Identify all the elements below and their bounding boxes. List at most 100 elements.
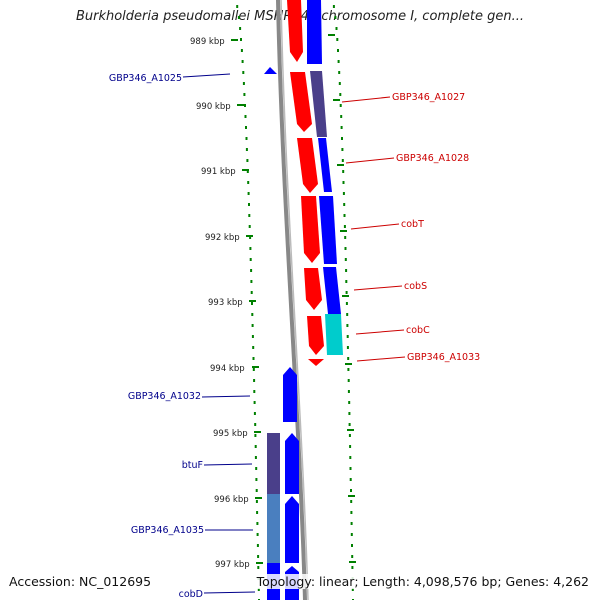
tick-label: 995 kbp [213, 429, 248, 439]
ruler-dot [343, 225, 346, 228]
tick-label: 996 kbp [214, 495, 249, 505]
ruler-dot [347, 379, 350, 382]
ruler-dot [341, 148, 344, 151]
ruler-dot [336, 38, 339, 41]
ruler-dot [348, 412, 351, 415]
ruler-dot [344, 247, 347, 250]
ruler-dot [252, 368, 255, 371]
ruler-dot [250, 291, 253, 294]
ruler-dot [350, 522, 353, 525]
ruler-dot [245, 148, 248, 151]
tick-label: 994 kbp [210, 364, 245, 374]
ruler-dot [341, 159, 344, 162]
ruler-dot [240, 38, 242, 41]
ruler-dot [255, 500, 258, 503]
ruler-dot [341, 137, 343, 140]
ruler-dot [350, 511, 353, 514]
gene-label-cobD: cobD [179, 589, 203, 600]
ruler-dot [253, 412, 256, 415]
gene-red-3 [297, 138, 318, 193]
ruler-right-dots [332, 5, 354, 600]
ruler-dot [342, 181, 345, 184]
gene-blue-r3 [318, 138, 332, 192]
ruler-dot [251, 302, 253, 305]
ruler-dot [348, 434, 351, 437]
ruler-dot [350, 533, 353, 536]
ruler-dot [248, 214, 251, 217]
tick-label: 997 kbp [215, 560, 250, 570]
tick-label: 993 kbp [208, 298, 243, 308]
ruler-dot [251, 313, 254, 316]
tick-labels: 989 kbp 990 kbp 991 kbp 992 kbp 993 kbp … [190, 37, 250, 570]
ruler-dot [247, 192, 250, 195]
ruler-dot [343, 203, 346, 206]
ruler-dot [344, 236, 347, 239]
ruler-dot [256, 544, 259, 547]
tick-label: 989 kbp [190, 37, 225, 47]
ruler-dot [252, 346, 255, 349]
ruler-dot [255, 467, 258, 470]
ruler-dot [257, 566, 260, 569]
ruler-dot [250, 280, 253, 283]
gene-blue-l2 [285, 496, 299, 563]
gene-red-2 [290, 72, 312, 132]
gene-label-btuF: btuF [182, 460, 203, 471]
ruler-dot [346, 324, 349, 327]
ruler-dot [337, 60, 340, 63]
ruler-dot [348, 401, 351, 404]
ruler-dot [349, 445, 352, 448]
gene-blue-r5 [323, 267, 341, 314]
ruler-dot [251, 324, 254, 327]
ruler-dot [245, 126, 247, 129]
ruler-left-dots [236, 5, 260, 600]
ruler-dot [255, 489, 258, 492]
gene-label-a1028: GBP346_A1028 [396, 153, 469, 164]
gene-red-1 [287, 0, 303, 62]
ruler-dot [248, 225, 251, 228]
ruler-dot [253, 379, 256, 382]
ruler-dot [257, 588, 260, 591]
gene-label-cobT: cobT [401, 219, 424, 230]
chromosome-backbone [276, 0, 307, 600]
ruler-dot [351, 544, 353, 547]
ruler-dot [248, 203, 250, 206]
ruler-dot [335, 27, 338, 30]
ruler-dot [242, 82, 245, 85]
ruler-dot [246, 159, 249, 162]
ruler-dot [255, 478, 258, 481]
ruler-dot [346, 346, 349, 349]
ruler-dot [254, 456, 257, 459]
gene-a1035 [267, 494, 280, 563]
gene-a1032 [283, 367, 297, 422]
ruler-dot [244, 104, 246, 107]
gene-label-a1027: GBP346_A1027 [392, 92, 465, 103]
ruler-dot [239, 27, 242, 30]
ruler-dot [247, 181, 250, 184]
tick-label: 990 kbp [196, 102, 231, 112]
accession-text: Accession: NC_012695 [9, 574, 152, 589]
gene-blue-r4 [319, 196, 337, 264]
ruler-dot [345, 269, 348, 272]
ruler-dot [346, 335, 349, 338]
gene-red-6 [307, 316, 324, 355]
ruler-dot [245, 137, 248, 140]
ruler-dot [342, 170, 345, 173]
ruler-dot [338, 71, 341, 74]
ruler-dot [347, 368, 350, 371]
ruler-dot [349, 478, 352, 481]
ruler-dot [339, 93, 342, 96]
ruler-dot [342, 192, 345, 195]
ruler-dot [351, 566, 354, 569]
ruler-dot [349, 467, 352, 470]
gene-track-blue-right [307, 0, 343, 355]
gene-label-cobC: cobC [406, 325, 430, 336]
ruler-dot [240, 49, 243, 52]
ruler-dot [345, 302, 348, 305]
ruler-dot [249, 247, 252, 250]
ruler-dot [254, 434, 257, 437]
ruler-dot [249, 236, 252, 239]
ruler-dot [347, 357, 350, 360]
tick-label: 992 kbp [205, 233, 240, 243]
gene-label-cobS: cobS [404, 281, 427, 292]
